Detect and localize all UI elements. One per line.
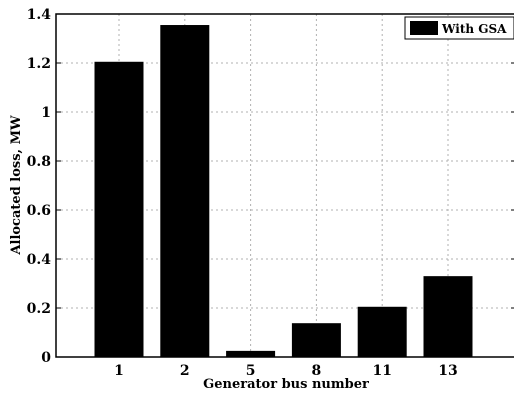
x-tick-label: 11 (372, 363, 391, 379)
legend-entry: With GSA (441, 22, 507, 36)
y-axis-ticks: 0 0.2 0.4 0.6 0.8 1 1.2 1.4 (27, 7, 514, 366)
bar (357, 306, 407, 357)
plot-frame (55, 13, 514, 358)
bar (291, 323, 341, 357)
x-tick-label: 13 (438, 363, 457, 379)
y-tick-label: 1 (41, 105, 51, 121)
legend: With GSA (404, 16, 514, 40)
y-tick-label: 0.8 (27, 154, 51, 170)
bar (423, 276, 473, 357)
y-tick-label: 1.2 (27, 56, 51, 72)
x-tick-label: 1 (114, 363, 124, 379)
y-tick-label: 0 (41, 350, 51, 366)
y-tick-label: 0.2 (27, 301, 51, 317)
bar (160, 25, 210, 358)
x-axis-label: Generator bus number (203, 377, 369, 392)
y-tick-label: 0.4 (27, 252, 52, 268)
bar-series (94, 25, 473, 358)
y-tick-label: 0.6 (27, 203, 51, 219)
x-tick-label: 2 (180, 363, 190, 379)
bar (94, 61, 144, 358)
legend-swatch (410, 21, 438, 35)
y-tick-label: 1.4 (27, 7, 52, 23)
x-axis-ticks: 1 2 5 8 11 13 (114, 352, 458, 379)
x-tick-label: 8 (312, 363, 322, 379)
x-tick-label: 5 (246, 363, 256, 379)
y-axis-label: Allocated loss, MW (9, 115, 24, 256)
